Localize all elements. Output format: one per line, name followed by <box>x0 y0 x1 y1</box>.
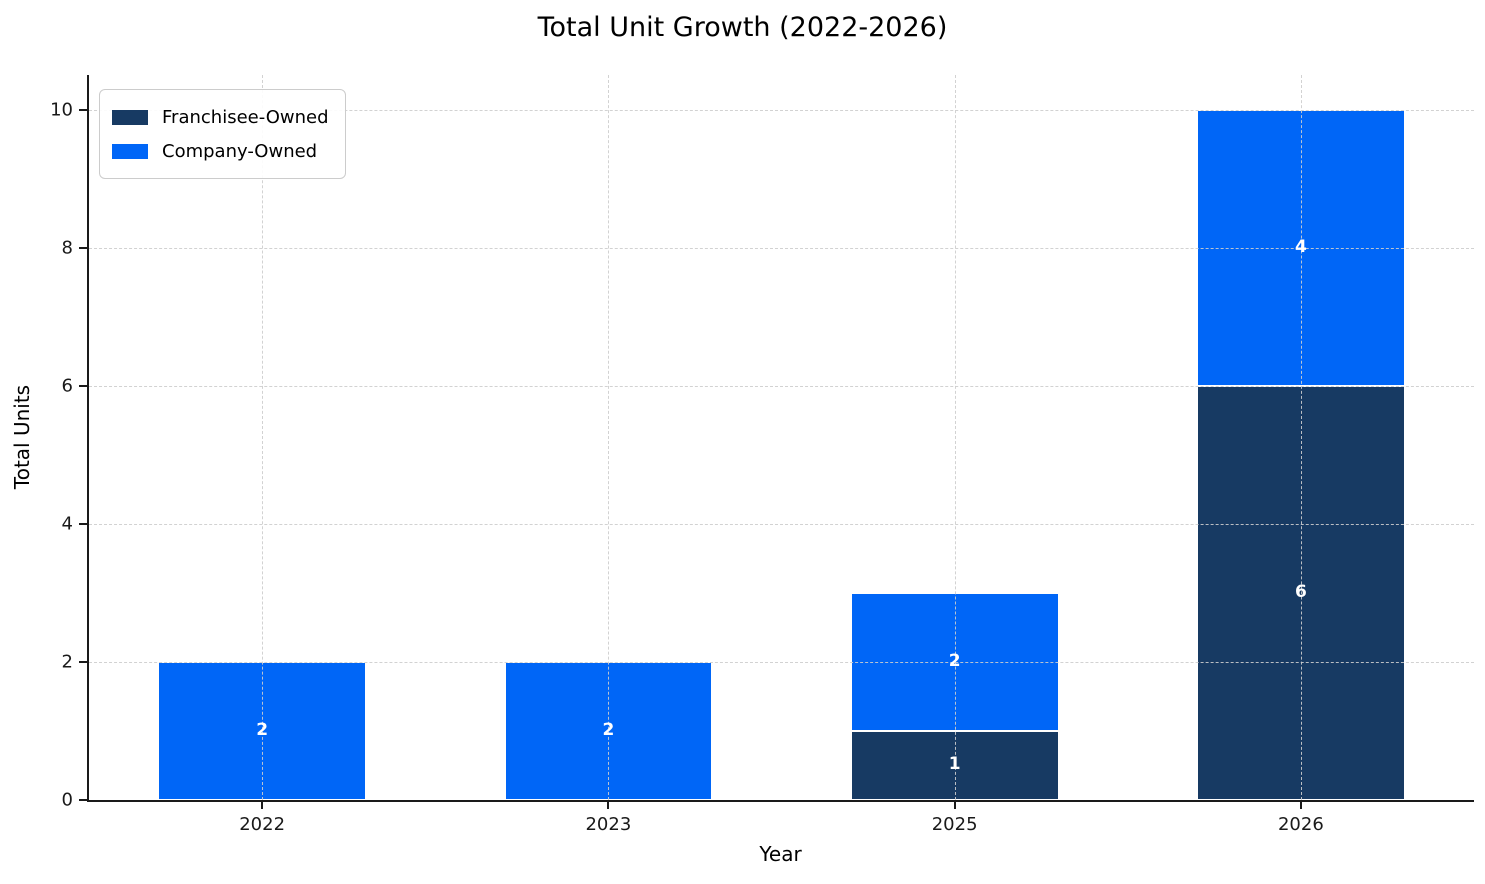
vertical-gridline <box>954 75 956 800</box>
x-axis-tick-label: 2025 <box>931 814 978 835</box>
horizontal-gridline <box>89 247 1474 249</box>
y-axis-tick <box>79 522 87 525</box>
legend-label-company-owned: Company-Owned <box>162 140 318 162</box>
horizontal-gridline <box>89 523 1474 525</box>
y-axis-tick <box>79 660 87 663</box>
y-axis-tick <box>79 384 87 387</box>
vertical-gridline <box>1300 75 1302 800</box>
bar-value-label: 2 <box>948 650 961 671</box>
x-axis-tick <box>261 800 264 809</box>
bar-value-label: 2 <box>256 719 269 740</box>
chart-title: Total Unit Growth (2022-2026) <box>537 12 948 43</box>
y-axis-tick-label: 6 <box>61 375 73 397</box>
y-axis-tick-label: 8 <box>61 237 73 259</box>
x-axis-label: Year <box>759 842 802 866</box>
legend-label-franchisee-owned: Franchisee-Owned <box>162 106 329 128</box>
bar-value-label: 2 <box>602 719 615 740</box>
y-axis-tick-label: 0 <box>61 789 73 811</box>
y-axis-tick <box>79 246 87 249</box>
y-axis-tick-label: 2 <box>61 651 73 673</box>
bar-value-label: 1 <box>948 754 961 775</box>
y-axis-label: Total Units <box>10 384 34 490</box>
y-axis-tick-label: 4 <box>61 513 73 535</box>
x-axis-tick-label: 2023 <box>585 814 632 835</box>
x-axis-tick <box>953 800 956 809</box>
horizontal-gridline <box>89 385 1474 387</box>
bar-value-label: 6 <box>1294 581 1307 602</box>
plot-area: 0 2 4 6 8 10 2022 2023 2025 2026 2 2 1 2 6 4 <box>50 75 1474 835</box>
legend-swatch-franchisee-owned-icon <box>112 109 148 125</box>
legend-item-franchisee-owned: Franchisee-Owned <box>112 100 329 134</box>
vertical-gridline <box>608 75 610 800</box>
bar-value-label: 4 <box>1294 236 1307 257</box>
y-axis-tick <box>79 799 87 801</box>
horizontal-gridline <box>89 109 1474 111</box>
y-axis-tick <box>79 108 87 111</box>
legend: Franchisee-Owned Company-Owned <box>99 89 346 179</box>
legend-swatch-company-owned-icon <box>112 143 148 159</box>
x-axis-tick-label: 2026 <box>1277 814 1324 835</box>
legend-item-company-owned: Company-Owned <box>112 134 329 168</box>
y-axis-tick-label: 10 <box>50 99 73 121</box>
horizontal-gridline <box>89 661 1474 663</box>
x-axis-tick <box>1299 800 1302 809</box>
x-axis-tick-label: 2022 <box>239 814 286 835</box>
vertical-gridline <box>262 75 264 800</box>
x-axis-tick <box>607 800 610 809</box>
